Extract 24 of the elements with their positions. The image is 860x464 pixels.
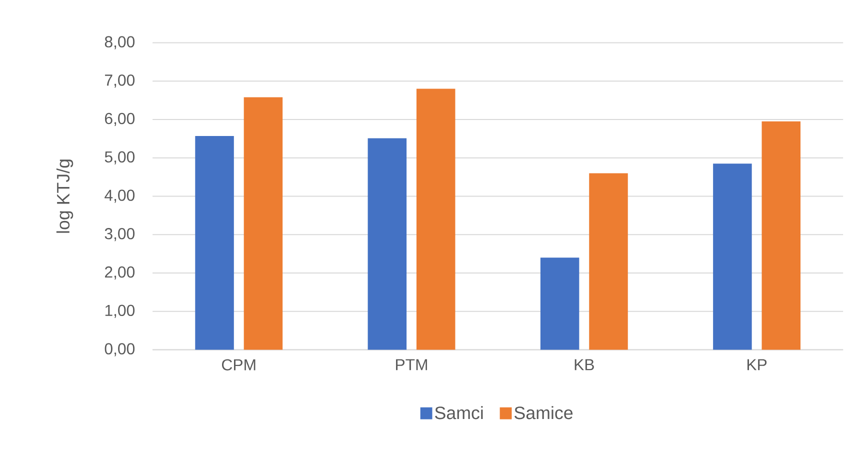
- bar: [589, 173, 628, 350]
- bar: [713, 164, 752, 350]
- x-tick-label: CPM: [222, 359, 256, 370]
- bar: [416, 88, 456, 350]
- x-tick-label: PTM: [396, 359, 427, 370]
- y-tick-label: 2,00: [105, 266, 135, 280]
- y-tick-label: 6,00: [105, 112, 135, 126]
- y-tick-label: 1,00: [105, 304, 135, 318]
- y-tick-label: 5,00: [104, 151, 135, 164]
- legend-label: Samci: [435, 406, 483, 420]
- legend-label: Samice: [514, 406, 573, 420]
- y-axis-title: log KTJ/g: [56, 160, 74, 233]
- y-tick-label: 8,00: [104, 36, 135, 50]
- x-tick-label: KP: [747, 359, 767, 370]
- x-tick-label: KB: [574, 359, 594, 370]
- y-tick-label: 3,00: [104, 228, 135, 242]
- y-tick-label: 4,00: [104, 190, 135, 203]
- bar: [540, 258, 580, 350]
- y-tick-label: 7,00: [105, 74, 135, 88]
- bar: [762, 121, 800, 350]
- y-tick-label: 0,00: [104, 343, 135, 356]
- bar: [244, 97, 283, 350]
- bar: [368, 138, 407, 350]
- bar: [195, 136, 234, 350]
